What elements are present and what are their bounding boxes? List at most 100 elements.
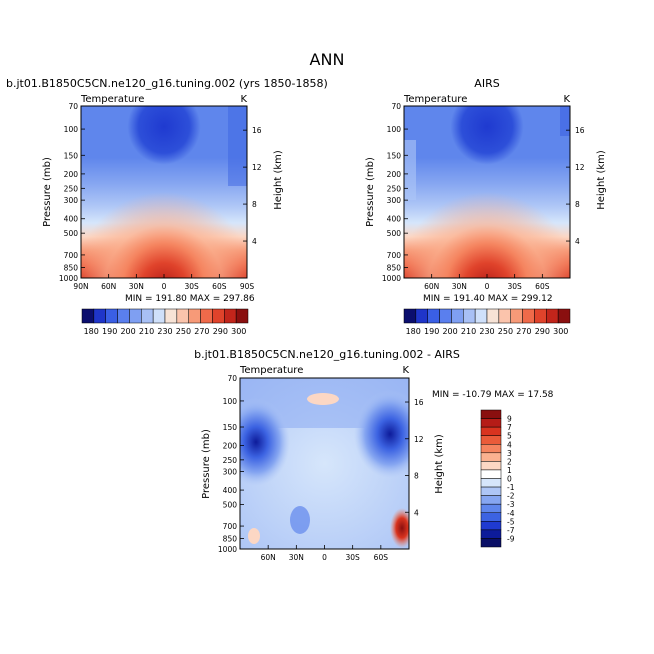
y-tick-label: 1000 — [218, 545, 237, 554]
panel-model-subtitle-right: K — [240, 94, 247, 105]
colorbar-label: 270 — [194, 327, 209, 336]
colorbar-swatch — [141, 308, 154, 324]
x-tick-label: 60S — [374, 553, 389, 562]
y2-tick-label: 12 — [575, 163, 585, 172]
panel-diff-stats: MIN = -10.79 MAX = 17.58 — [432, 390, 554, 400]
x-tick-label: 60N — [261, 553, 276, 562]
colorbar-label: 0 — [507, 475, 512, 484]
y-tick-label: 700 — [64, 251, 79, 260]
y-tick-label: 300 — [64, 196, 79, 205]
colorbar-label: 210 — [139, 327, 154, 336]
panel-airs-stats: MIN = 191.40 MAX = 299.12 — [423, 294, 553, 304]
colorbar-label: -5 — [507, 517, 515, 526]
y-tick-label: 100 — [387, 125, 402, 134]
y-tick-label: 300 — [387, 196, 402, 205]
x-tick-label: 30S — [185, 282, 200, 291]
colorbar-swatch — [152, 308, 166, 324]
panel-model-stats: MIN = 191.80 MAX = 297.86 — [125, 294, 255, 304]
y-tick-label: 200 — [223, 442, 238, 451]
y-tick-label: 850 — [64, 263, 79, 272]
colorbar-label: 290 — [213, 327, 228, 336]
colorbar-label: 2 — [507, 457, 512, 466]
colorbar-label: 290 — [535, 327, 550, 336]
colorbar-swatch — [415, 308, 428, 324]
y-tick-label: 700 — [387, 251, 402, 260]
x-tick-label: 60S — [212, 282, 227, 291]
colorbar-label: 230 — [157, 327, 172, 336]
colorbar-swatch — [224, 308, 237, 324]
colorbar-swatch — [480, 512, 502, 522]
x-tick-label: 60S — [535, 282, 550, 291]
y-tick-label: 200 — [387, 170, 402, 179]
colorbar-swatch — [480, 444, 502, 454]
colorbar-label: 250 — [176, 327, 191, 336]
colorbar-label: -4 — [507, 509, 515, 518]
x-tick-label: 0 — [162, 282, 167, 291]
colorbar-swatch — [235, 308, 249, 324]
colorbar-swatch — [480, 435, 502, 445]
y2-tick-label: 4 — [414, 508, 419, 517]
y2-tick-label: 16 — [414, 398, 424, 407]
panel-model-y2label: Height (km) — [273, 150, 284, 210]
y-tick-label: 250 — [387, 184, 402, 193]
colorbar-swatch — [480, 452, 502, 462]
colorbar-label: 210 — [461, 327, 476, 336]
y2-tick-label: 4 — [252, 237, 257, 246]
y-tick-label: 1000 — [59, 274, 78, 283]
y-tick-label: 500 — [223, 500, 238, 509]
colorbar-swatch — [164, 308, 178, 324]
colorbar-label: 250 — [498, 327, 513, 336]
panel-diff-title: b.jt01.B1850C5CN.ne120_g16.tuning.002 - … — [194, 348, 460, 361]
colorbar-label: 300 — [231, 327, 246, 336]
colorbar-label: 1 — [507, 466, 512, 475]
y2-tick-label: 12 — [414, 435, 424, 444]
y-tick-label: 400 — [64, 215, 79, 224]
y2-tick-label: 12 — [252, 163, 262, 172]
colorbar-swatch — [427, 308, 440, 324]
colorbar-label: 270 — [516, 327, 531, 336]
panel-diff-ylabel: Pressure (mb) — [201, 429, 212, 499]
colorbar-label: 7 — [507, 423, 512, 432]
panel-diff: b.jt01.B1850C5CN.ne120_g16.tuning.002 - … — [194, 348, 554, 562]
y-tick-label: 250 — [64, 184, 79, 193]
y-tick-label: 700 — [223, 522, 238, 531]
x-tick-label: 30S — [508, 282, 523, 291]
panel-airs-title: AIRS — [474, 77, 499, 90]
y-tick-label: 150 — [64, 151, 79, 160]
colorbar-label: 300 — [553, 327, 568, 336]
x-tick-label: 30N — [129, 282, 144, 291]
colorbar-label: 180 — [84, 327, 99, 336]
y-tick-label: 100 — [64, 125, 79, 134]
panel-diff-field — [240, 378, 409, 549]
colorbar-swatch — [480, 409, 502, 419]
y-tick-label: 70 — [227, 374, 237, 383]
colorbar-swatch — [480, 469, 502, 479]
panel-diff-subtitle-left: Temperature — [239, 365, 303, 376]
colorbar-swatch — [129, 308, 142, 324]
panel-model: b.jt01.B1850C5CN.ne120_g16.tuning.002 (y… — [6, 77, 328, 304]
colorbar-swatch — [510, 308, 523, 324]
x-tick-label: 30N — [452, 282, 467, 291]
x-tick-label: 30N — [289, 553, 304, 562]
colorbar-swatch — [480, 461, 502, 471]
colorbar-label: 200 — [120, 327, 135, 336]
y2-tick-label: 16 — [575, 126, 585, 135]
colorbar-label: 200 — [442, 327, 457, 336]
colorbar-label: 9 — [507, 415, 512, 424]
y2-tick-label: 8 — [414, 472, 419, 481]
x-tick-label: 90S — [240, 282, 255, 291]
colorbar-model: 180 190 200 210 230 250 270 290 300 — [81, 308, 249, 336]
colorbar-swatch — [480, 426, 502, 436]
y-tick-label: 1000 — [382, 274, 401, 283]
y-tick-label: 150 — [223, 423, 238, 432]
colorbar-swatch — [117, 308, 130, 324]
colorbar-swatch — [439, 308, 452, 324]
panel-model-field — [81, 106, 247, 278]
colorbar-swatch — [188, 308, 201, 324]
colorbar-swatch — [93, 308, 106, 324]
colorbar-label: -1 — [507, 483, 515, 492]
panel-airs-y2label: Height (km) — [596, 150, 607, 210]
colorbar-swatch — [480, 521, 502, 531]
